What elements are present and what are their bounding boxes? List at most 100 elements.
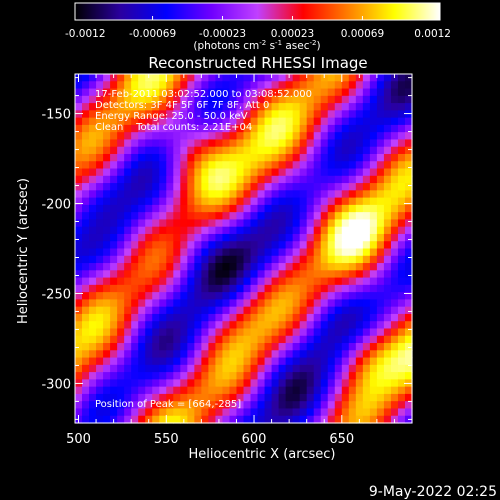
heatmap-cell — [369, 103, 378, 111]
heatmap-cell — [390, 124, 399, 133]
heatmap-cell — [397, 263, 406, 271]
heatmap-cell — [355, 343, 364, 351]
heatmap-cell — [159, 306, 167, 315]
heatmap-cell — [82, 255, 90, 264]
heatmap-cell — [131, 146, 139, 155]
heatmap-cell — [369, 175, 378, 184]
heatmap-cell — [229, 350, 238, 359]
heatmap-cell — [96, 292, 104, 300]
heatmap-cell — [145, 343, 153, 351]
y-tick-label: -250 — [41, 287, 71, 302]
heatmap-cell — [173, 139, 181, 148]
heatmap-cell — [278, 364, 287, 373]
heatmap-cell — [194, 153, 202, 162]
heatmap-cell — [145, 197, 153, 206]
heatmap-cell — [306, 153, 315, 162]
heatmap-cell — [383, 321, 392, 330]
heatmap-cell — [159, 255, 167, 264]
heatmap-cell — [362, 124, 371, 133]
heatmap-cell — [390, 161, 399, 170]
heatmap-cell — [348, 321, 357, 330]
heatmap-cell — [117, 343, 125, 351]
heatmap-cell — [355, 81, 364, 90]
heatmap-cell — [131, 270, 139, 279]
heatmap-cell — [250, 103, 259, 111]
heatmap-cell — [208, 408, 217, 417]
heatmap-cell — [313, 233, 322, 242]
heatmap-cell — [166, 372, 174, 380]
heatmap-cell — [166, 335, 174, 344]
heatmap-cell — [208, 335, 217, 344]
heatmap-cell — [110, 81, 118, 90]
heatmap-cell — [89, 212, 97, 221]
heatmap-cell — [82, 175, 90, 184]
heatmap-cell — [110, 132, 118, 141]
heatmap-cell — [222, 204, 231, 213]
heatmap-cell — [96, 277, 104, 286]
heatmap-cell — [89, 233, 97, 242]
heatmap-cell — [89, 204, 97, 213]
heatmap-cell — [299, 81, 308, 90]
heatmap-cell — [215, 313, 224, 322]
heatmap-cell — [320, 117, 329, 126]
heatmap-cell — [201, 335, 209, 344]
heatmap-cell — [159, 124, 167, 133]
heatmap-cell — [82, 81, 90, 90]
heatmap-cell — [173, 204, 181, 213]
heatmap-cell — [383, 146, 392, 155]
heatmap-cell — [285, 117, 294, 126]
colorbar-tick-label: 0.00023 — [271, 28, 314, 40]
heatmap-cell — [166, 248, 174, 257]
heatmap-cell — [383, 401, 392, 410]
heatmap-cell — [348, 219, 357, 228]
heatmap-cell — [341, 219, 350, 228]
heatmap-cell — [278, 204, 287, 213]
heatmap-cell — [299, 292, 308, 300]
heatmap-cell — [243, 350, 252, 359]
heatmap-cell — [264, 379, 273, 388]
heatmap-cell — [89, 146, 97, 155]
heatmap-cell — [404, 183, 413, 191]
heatmap-cell — [236, 313, 245, 322]
heatmap-cell — [327, 190, 336, 199]
heatmap-cell — [89, 292, 97, 300]
heatmap-cell — [180, 270, 188, 279]
heatmap-cell — [320, 284, 329, 293]
heatmap-cell — [271, 335, 280, 344]
heatmap-cell — [131, 226, 139, 235]
heatmap-cell — [117, 401, 125, 410]
heatmap-cell — [131, 161, 139, 170]
heatmap-cell — [131, 183, 139, 191]
heatmap-cell — [131, 415, 139, 424]
colorbar-tick-label: -0.0012 — [65, 28, 106, 40]
heatmap-cell — [89, 306, 97, 315]
heatmap-cell — [187, 401, 195, 410]
heatmap-cell — [306, 124, 315, 133]
heatmap-cell — [397, 95, 406, 104]
heatmap-cell — [82, 343, 90, 351]
heatmap-cell — [327, 393, 336, 402]
heatmap-cell — [271, 183, 280, 191]
heatmap-cell — [327, 161, 336, 170]
heatmap-cell — [320, 335, 329, 344]
heatmap-cell — [306, 292, 315, 300]
heatmap-cell — [362, 393, 371, 402]
heatmap-cell — [264, 364, 273, 373]
heatmap-cell — [334, 204, 343, 213]
heatmap-cell — [159, 81, 167, 90]
heatmap-cell — [299, 212, 308, 221]
heatmap-cell — [264, 117, 273, 126]
heatmap-cell — [138, 204, 146, 213]
heatmap-cell — [327, 132, 336, 141]
heatmap-cell — [264, 183, 273, 191]
heatmap-cell — [355, 183, 364, 191]
heatmap-cell — [327, 379, 336, 388]
heatmap-cell — [376, 299, 385, 308]
heatmap-cell — [383, 408, 392, 417]
heatmap-cell — [313, 168, 322, 177]
heatmap-cell — [117, 219, 125, 228]
heatmap-cell — [75, 270, 83, 279]
heatmap-cell — [348, 74, 357, 82]
annotation-detectors: Detectors: 3F 4F 5F 6F 7F 8F, Att 0 — [95, 100, 269, 111]
heatmap-cell — [124, 248, 132, 257]
